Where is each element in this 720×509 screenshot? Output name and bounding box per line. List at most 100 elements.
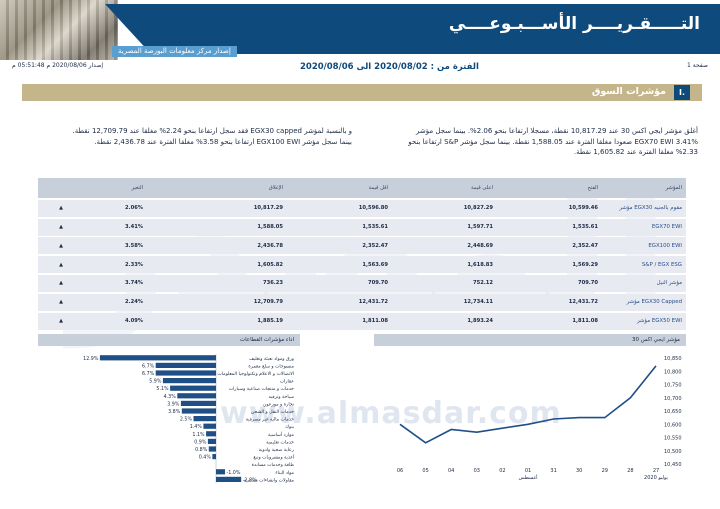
row-name: مؤشر EGX30 Capped [626, 299, 682, 306]
x-tick-label: 02 [499, 468, 505, 474]
col-name: المؤشر [665, 185, 682, 191]
sector-value-label: 3.9% [167, 401, 180, 407]
section-bar: مؤشرات السوق I. [22, 84, 702, 101]
sector-category-label: مقاولات وانشاءات هندسية [244, 478, 295, 483]
sector-bar [208, 446, 216, 452]
sector-category-label: رعاية صحية وادوية [259, 448, 294, 453]
row-low: 2,352.47 [362, 242, 388, 249]
sector-value-label: -2.8% [243, 477, 257, 483]
col-open: الفتح [587, 185, 598, 191]
row-high: 1,618.83 [467, 261, 493, 268]
row-open: 2,352.47 [572, 242, 598, 249]
table-row: EGX100 EWI 2,352.47 2,448.69 2,352.47 2,… [38, 237, 686, 255]
row-close: 1,588.05 [257, 224, 283, 231]
sector-performance-chart: 12.9% ورق ومواد تعبئة وتغليف 6.7% منسوجات و… [83, 354, 295, 483]
col-low: اقل قيمة [368, 185, 388, 191]
col-close: الإغلاق [268, 185, 283, 191]
row-high: 752.12 [472, 280, 493, 287]
up-arrow-icon: ▲ [59, 224, 63, 231]
x-tick-label: 01 [525, 468, 531, 474]
watermark-url: www.almasdar.com [220, 396, 562, 431]
sector-value-label: 4.3% [164, 394, 177, 400]
sector-bar [170, 385, 216, 391]
sector-value-label: -1.0% [227, 470, 241, 476]
row-name: مؤشر EGX50 EWI [636, 318, 682, 325]
row-change: 3.74% [125, 280, 143, 287]
table-header-row: المؤشر الفتح اعلى قيمة اقل قيمة الإغلاق … [38, 178, 686, 198]
row-change: 2.06% [125, 205, 143, 212]
y-tick-label: 10,850 [664, 356, 682, 362]
row-open: 709.70 [577, 280, 598, 287]
row-name: مؤشر EGX30 مقوم بالجنيه [619, 205, 682, 212]
x-tick-label: 30 [576, 468, 582, 474]
egx30-series-line [399, 365, 657, 444]
sector-category-label: خدمات مالية غير مصرفية [246, 418, 294, 423]
table-row: مؤشر EGX50 EWI 1,811.08 1,893.24 1,811.0… [38, 312, 686, 330]
row-change: 3.41% [125, 224, 143, 231]
sector-category-label: منسوجات و سلع معمرة [248, 364, 294, 369]
row-name: S&P / EGX ESG [641, 261, 682, 268]
egx30-chart-title: مؤشر ايجي اكس 30 [374, 334, 686, 346]
summary-paragraph-left: و بالنسبة لمؤشر EGX30 capped فقد سجل ارت… [72, 127, 353, 146]
row-close: 2,436.78 [257, 242, 283, 249]
x-tick-label: 06 [397, 468, 403, 474]
sector-value-label: 6.7% [142, 371, 155, 377]
sector-bar [207, 438, 216, 444]
row-low: 1,535.61 [362, 224, 388, 231]
report-period: الفترة من : 2020/08/02 الى 2020/08/06 [300, 62, 479, 72]
row-name: EGX100 EWI [648, 242, 682, 249]
row-close: 1,885.19 [257, 318, 283, 325]
section-title: مؤشرات السوق [591, 86, 666, 97]
sector-category-label: الاتصالات و الاعلام وتكنولوجيا المعلومات [217, 371, 294, 377]
y-tick-label: 10,600 [664, 422, 682, 428]
row-open: 1,811.08 [572, 318, 598, 325]
row-change: 4.09% [125, 318, 143, 325]
row-open: 10,599.46 [568, 205, 598, 212]
sector-category-label: خدمات و منتجات صناعية وسيارات [229, 387, 295, 392]
issue-date: إصدار 2020/08/06 م 05:51:48 م [12, 62, 104, 69]
header-subtitle: إصدار مركز معلومات البورصة المصرية [112, 46, 237, 57]
egx30-line-chart: 10,450 10,500 10,550 10,600 10,650 10,700 10,7… [397, 356, 682, 481]
col-change: التغير [131, 185, 143, 191]
sector-category-label: سياحة وترفيه [269, 395, 295, 400]
row-change: 3.58% [125, 242, 143, 249]
sector-bar [206, 431, 216, 437]
section-number: I. [674, 85, 690, 100]
row-high: 1,597.71 [467, 224, 493, 231]
row-high: 12,734.11 [463, 299, 493, 306]
row-open: 1,569.29 [572, 261, 598, 268]
sector-value-label: 0.9% [194, 439, 207, 445]
up-arrow-icon: ▲ [59, 318, 63, 325]
sector-category-label: بنوك [285, 425, 294, 430]
x-tick-label: 27 [653, 468, 659, 474]
summary-paragraph-right: أغلق مؤشر ايجي اكس 30 عند 10,817.29 نقطة… [408, 127, 698, 156]
row-low: 1,811.08 [362, 318, 388, 325]
table-row: مؤشر النيل 709.70 752.12 709.70 736.23 3… [38, 274, 686, 292]
row-high: 2,448.69 [467, 242, 493, 249]
sector-category-label: ورق ومواد تعبئة وتغليف [249, 356, 294, 362]
table-row: مؤشر EGX30 Capped 12,431.72 12,734.11 12… [38, 293, 686, 311]
row-low: 12,431.72 [358, 299, 388, 306]
y-tick-label: 10,800 [664, 369, 682, 375]
row-high: 1,893.24 [467, 318, 493, 325]
sector-value-label: 1.1% [192, 432, 205, 438]
row-low: 709.70 [367, 280, 388, 287]
sector-bar [212, 454, 216, 460]
sector-bar [177, 393, 216, 399]
y-tick-label: 10,500 [664, 449, 682, 455]
report-title: التـــــقـريــــر الأســـبـوعــــي [448, 14, 700, 34]
sector-bar [193, 416, 216, 422]
row-high: 10,827.29 [463, 205, 493, 212]
x-tick-label: 29 [602, 468, 608, 474]
x-tick-label: 28 [627, 468, 633, 474]
sector-value-label: 3.8% [168, 409, 181, 415]
sector-bar [180, 400, 216, 406]
sector-value-label: 2.5% [180, 417, 193, 423]
table-row: EGX70 EWI 1,535.61 1,597.71 1,535.61 1,5… [38, 218, 686, 236]
sector-value-label: 5.9% [149, 379, 162, 385]
page-number: صفحة 1 [687, 62, 708, 69]
sector-category-label: مواد البناء [275, 471, 294, 476]
row-close: 736.23 [262, 280, 283, 287]
sector-value-label: 5.1% [156, 386, 169, 392]
x-tick-label: 03 [474, 468, 480, 474]
